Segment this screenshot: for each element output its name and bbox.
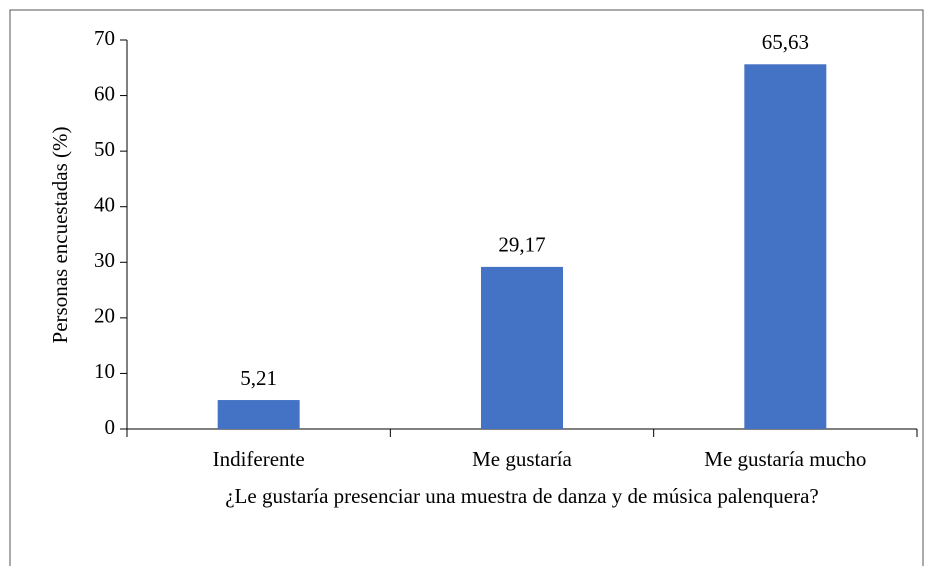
x-tick-label: Me gustaría (472, 447, 572, 471)
y-tick-label: 40 (94, 193, 115, 217)
data-label: 29,17 (498, 233, 545, 257)
y-tick-label: 10 (94, 359, 115, 383)
y-tick-label: 50 (94, 137, 115, 161)
x-axis-label: ¿Le gustaría presenciar una muestra de d… (225, 484, 819, 508)
frame (9, 9, 924, 566)
data-label: 65,63 (762, 30, 809, 54)
bar (217, 400, 300, 429)
y-tick-label: 0 (105, 415, 116, 439)
y-axis-label: Personas encuestadas (%) (48, 127, 72, 344)
y-tick-label: 20 (94, 304, 115, 328)
x-tick-label: Me gustaría mucho (704, 447, 866, 471)
bar (481, 266, 563, 429)
x-tick-label: Indiferente (213, 447, 305, 471)
bar (744, 64, 827, 429)
y-tick-label: 70 (94, 26, 115, 50)
data-label: 5,21 (240, 366, 277, 390)
y-tick-label: 30 (94, 248, 115, 272)
y-tick-label: 60 (94, 81, 115, 105)
